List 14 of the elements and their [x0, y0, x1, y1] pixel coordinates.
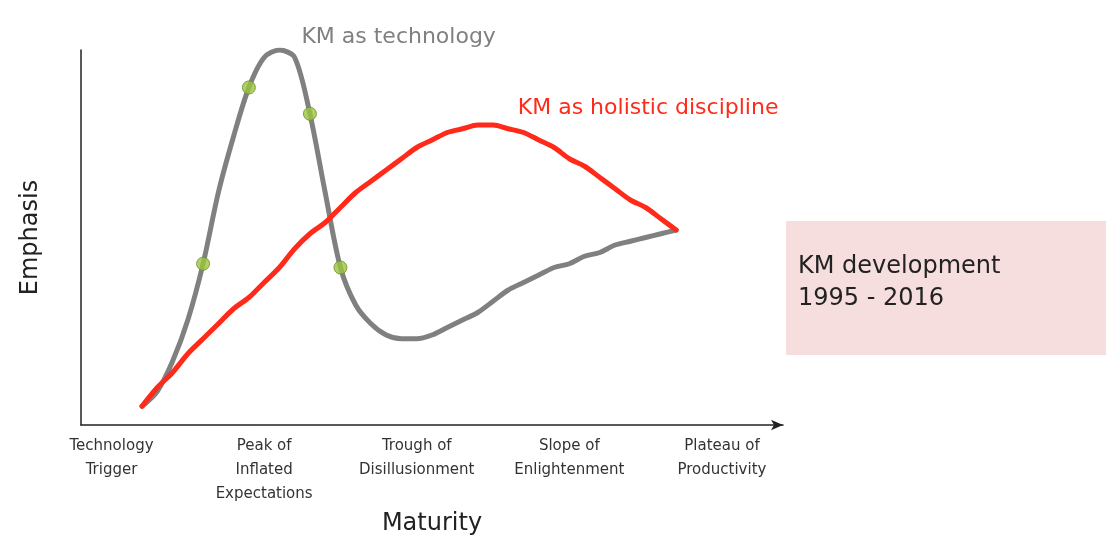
x-tick-label: Trough of Disillusionment	[359, 436, 475, 478]
series-label: KM as holistic discipline	[517, 93, 779, 119]
point	[241, 80, 256, 95]
x-tick-label: Plateau of Productivity	[677, 436, 767, 478]
series-label: KM as technology	[301, 22, 496, 48]
point	[302, 106, 317, 121]
text: KM development 1995 - 2016	[798, 251, 1001, 311]
point	[196, 256, 211, 271]
x-axis-title: Maturity	[381, 508, 483, 536]
x-tick-label: Slope of Enlightenment	[514, 436, 625, 478]
x-tick-label: Technology Trigger	[68, 436, 154, 478]
point	[333, 260, 348, 275]
y-axis-title: Emphasis	[15, 179, 43, 296]
x-tick-label: Peak of Inflated Expectations	[215, 436, 313, 502]
